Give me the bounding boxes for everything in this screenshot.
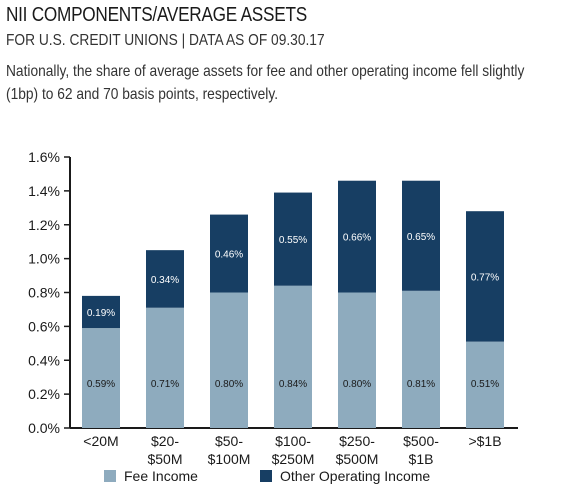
bar-fee-income [274,285,312,428]
y-tick-label: 1.4% [28,183,60,199]
bar-fee-income [466,341,504,428]
bar-other-operating-income [210,214,248,293]
legend-item-fee-income: Fee Income [104,468,198,484]
bar-other-operating-income [146,250,184,308]
y-tick-label: 0.6% [28,318,60,334]
x-category-label: >$1B [468,433,501,449]
legend-swatch-fee [104,470,116,482]
x-category-label: $50M [147,451,182,467]
y-tick-label: 1.0% [28,251,60,267]
y-tick-label: 0.0% [28,420,60,436]
x-category-label: $100M [208,451,251,467]
bar-fee-income [82,328,120,428]
data-label-fee: 0.84% [279,379,307,390]
chart-description: Nationally, the share of average assets … [6,63,525,103]
x-category-label: $250M [272,451,315,467]
data-label-fee: 0.80% [215,379,243,390]
data-label-fee: 0.80% [343,379,371,390]
data-label-fee: 0.51% [471,379,499,390]
data-label-fee: 0.71% [151,379,179,390]
x-category-label: $1B [409,451,434,467]
legend-swatch-other [260,470,272,482]
x-category-label: $50- [215,433,243,449]
chart-title: NII COMPONENTS/AVERAGE ASSETS [6,4,307,26]
y-tick-label: 1.6% [28,149,60,165]
data-label-other: 0.55% [279,235,307,246]
x-category-label: $500M [336,451,379,467]
bar-fee-income [146,307,184,428]
legend-label-other: Other Operating Income [280,468,431,484]
bar-fee-income [402,290,440,428]
bar-other-operating-income [466,211,504,342]
x-category-label: <20M [83,433,118,449]
y-tick-label: 0.2% [28,386,60,402]
data-label-other: 0.34% [151,275,179,286]
bar-other-operating-income [274,192,312,286]
bar-fee-income [338,292,376,428]
x-category-label: $500- [403,433,439,449]
bar-fee-income [210,292,248,428]
bar-other-operating-income [402,180,440,291]
legend-label-fee: Fee Income [124,468,198,484]
data-label-other: 0.66% [343,233,371,244]
chart-subtitle: FOR U.S. CREDIT UNIONS | DATA AS OF 09.3… [6,32,325,49]
y-tick-label: 0.8% [28,285,60,301]
data-label-other: 0.19% [87,308,115,319]
data-label-fee: 0.81% [407,379,435,390]
y-tick-label: 1.2% [28,217,60,233]
x-category-label: $100- [275,433,311,449]
y-tick-label: 0.4% [28,352,60,368]
bar-other-operating-income [338,180,376,293]
bar-other-operating-income [82,295,120,329]
x-category-label: $250- [339,433,375,449]
legend-item-other-operating-income: Other Operating Income [260,468,430,484]
data-label-fee: 0.59% [87,379,115,390]
data-label-other: 0.65% [407,232,435,243]
data-label-other: 0.77% [471,272,499,283]
data-label-other: 0.46% [215,250,243,261]
x-category-label: $20- [151,433,179,449]
